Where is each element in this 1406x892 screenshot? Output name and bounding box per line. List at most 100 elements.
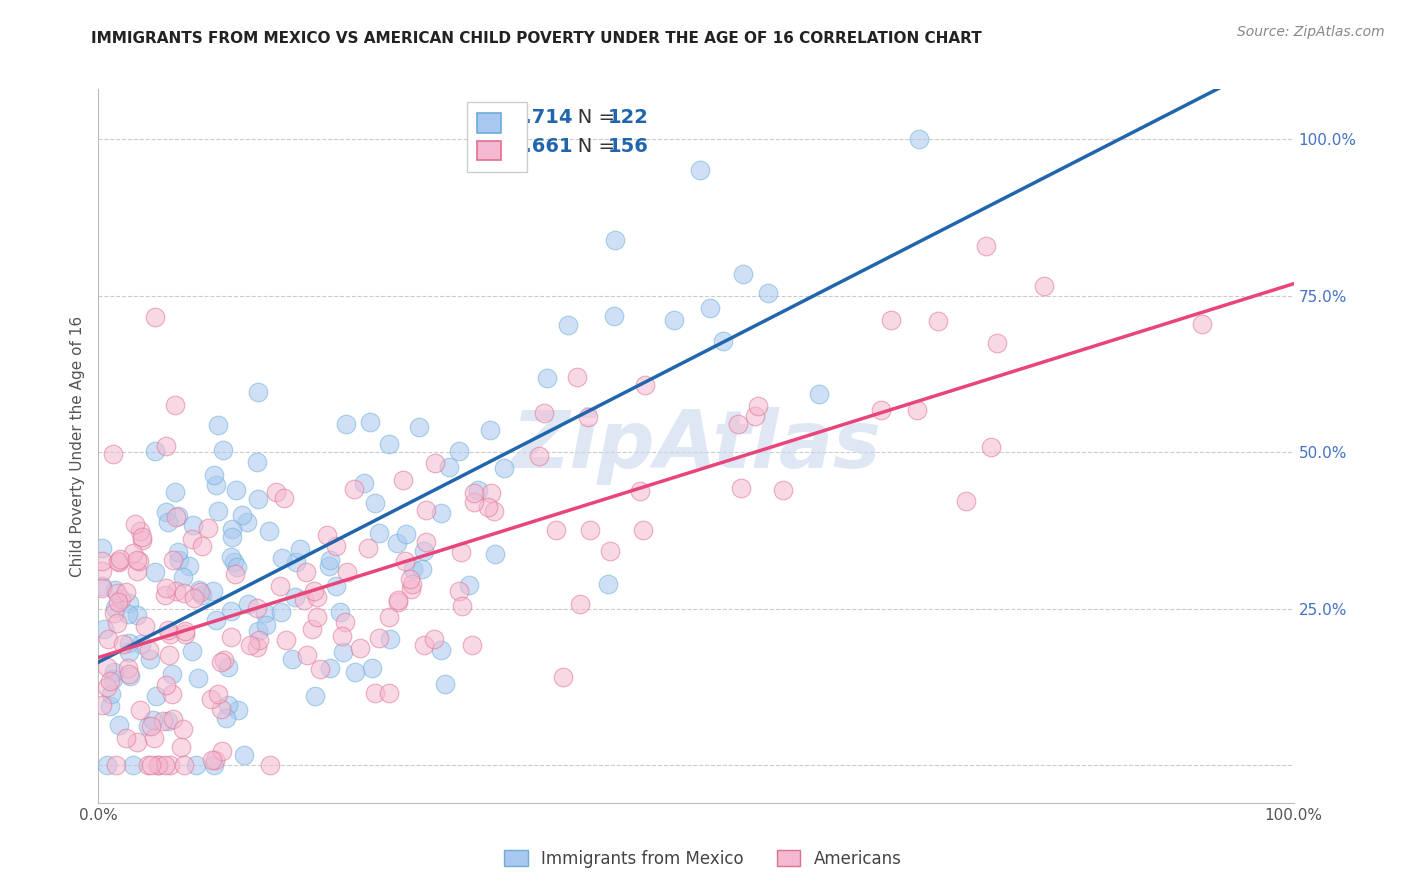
Text: 0.661: 0.661 — [510, 137, 572, 156]
Point — [202, 758, 225, 772]
Point — [744, 409, 766, 423]
Point — [329, 605, 352, 619]
Point — [221, 522, 243, 536]
Point — [259, 524, 281, 539]
Point — [274, 632, 297, 647]
Point — [392, 473, 415, 487]
Text: IMMIGRANTS FROM MEXICO VS AMERICAN CHILD POVERTY UNDER THE AGE OF 16 CORRELATION: IMMIGRANTS FROM MEXICO VS AMERICAN CHILD… — [91, 31, 983, 46]
Point — [93, 623, 115, 637]
Point — [484, 547, 506, 561]
Point — [423, 632, 446, 646]
Point — [553, 669, 575, 683]
Point — [599, 543, 621, 558]
Text: 156: 156 — [607, 137, 648, 156]
Point — [628, 484, 651, 499]
Point — [284, 555, 307, 569]
Text: N =: N = — [558, 109, 621, 128]
Point — [269, 579, 291, 593]
Point — [207, 687, 229, 701]
Point — [330, 629, 353, 643]
Point — [387, 595, 409, 609]
Point — [125, 564, 148, 578]
Point — [160, 687, 183, 701]
Point — [162, 712, 184, 726]
Point — [101, 447, 124, 461]
Legend: Immigrants from Mexico, Americans: Immigrants from Mexico, Americans — [499, 845, 907, 873]
Point — [378, 437, 401, 451]
Point — [772, 483, 794, 497]
Point — [170, 740, 193, 755]
Point — [91, 579, 114, 593]
Point — [399, 572, 422, 586]
Point — [165, 510, 187, 524]
Point — [343, 665, 366, 679]
Point — [304, 689, 326, 703]
Point — [190, 539, 212, 553]
Point — [157, 648, 180, 662]
Point — [155, 581, 177, 595]
Point — [908, 132, 931, 146]
Point — [114, 731, 136, 746]
Point — [91, 698, 114, 712]
Point — [576, 409, 599, 424]
Point — [118, 667, 141, 681]
Point — [463, 486, 485, 500]
Point — [145, 690, 167, 704]
Point — [217, 660, 239, 674]
Point — [567, 370, 589, 384]
Text: R =: R = — [475, 109, 517, 128]
Point — [808, 386, 831, 401]
Legend: , : , — [467, 103, 527, 172]
Point — [533, 406, 555, 420]
Text: R =: R = — [475, 137, 517, 156]
Point — [177, 558, 200, 573]
Point — [756, 285, 779, 300]
Point — [297, 648, 319, 662]
Point — [91, 581, 114, 595]
Point — [401, 576, 423, 591]
Point — [209, 655, 232, 669]
Point — [1191, 318, 1213, 332]
Point — [148, 758, 170, 772]
Point — [413, 638, 436, 652]
Point — [183, 518, 205, 533]
Point — [664, 313, 686, 327]
Point — [478, 423, 501, 437]
Point — [747, 399, 769, 413]
Point — [128, 703, 150, 717]
Point — [494, 460, 516, 475]
Point — [378, 686, 401, 700]
Point — [181, 644, 204, 658]
Point — [107, 595, 129, 609]
Point — [129, 637, 152, 651]
Point — [121, 758, 143, 772]
Point — [434, 677, 457, 691]
Point — [173, 758, 195, 772]
Point — [225, 483, 247, 497]
Text: N =: N = — [558, 137, 621, 156]
Point — [200, 753, 222, 767]
Text: Source: ZipAtlas.com: Source: ZipAtlas.com — [1237, 25, 1385, 39]
Point — [91, 554, 114, 568]
Point — [105, 616, 128, 631]
Point — [139, 758, 162, 772]
Point — [202, 468, 225, 483]
Point — [96, 680, 118, 694]
Point — [159, 758, 181, 772]
Point — [127, 734, 149, 748]
Point — [187, 583, 209, 598]
Point — [335, 417, 357, 432]
Point — [870, 402, 893, 417]
Point — [236, 597, 259, 611]
Point — [364, 496, 387, 510]
Point — [336, 565, 359, 579]
Point — [1033, 279, 1056, 293]
Point — [165, 484, 187, 499]
Point — [415, 502, 437, 516]
Point — [879, 313, 901, 327]
Point — [172, 723, 194, 737]
Point — [169, 552, 191, 566]
Point — [209, 702, 232, 716]
Point — [527, 450, 550, 464]
Point — [103, 665, 125, 680]
